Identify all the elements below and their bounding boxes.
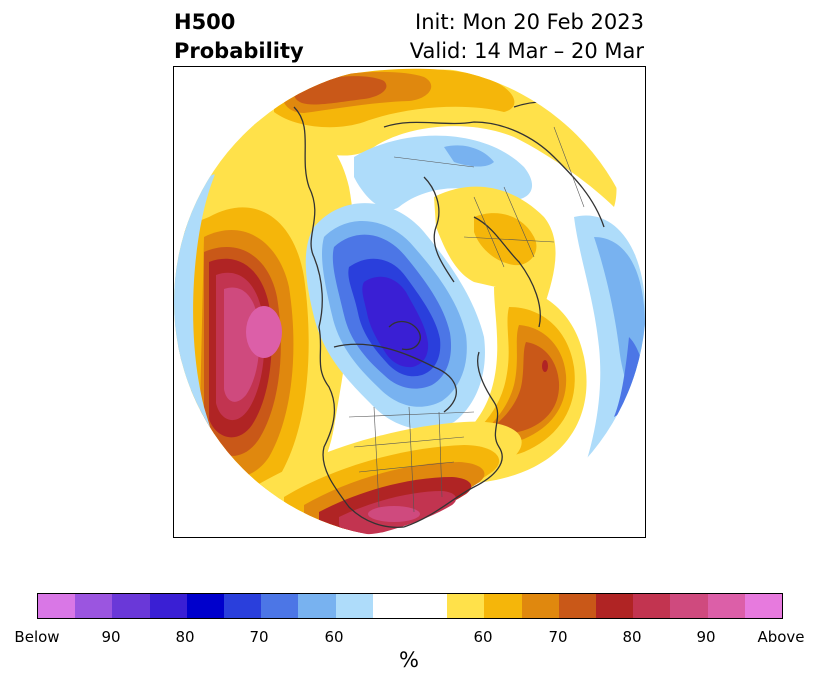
colorbar-segment: [372, 594, 448, 618]
title-variable: H500: [174, 10, 236, 34]
colorbar-segment: [558, 594, 597, 618]
colorbar-segment: [298, 594, 336, 618]
colorbar-segment: [75, 594, 113, 618]
colorbar: [37, 593, 783, 619]
colorbar-segment: [224, 594, 262, 618]
map-panel: [173, 66, 646, 538]
colorbar-tick-label: 90: [101, 628, 121, 646]
colorbar-tick-label: Below: [14, 628, 60, 646]
borders: [348, 126, 585, 513]
probability-map: [174, 67, 645, 537]
colorbar-segment: [521, 594, 559, 618]
init-date: Init: Mon 20 Feb 2023: [415, 10, 644, 34]
colorbar-segment: [484, 594, 522, 618]
colorbar-segment: [596, 594, 634, 618]
colorbar-tick-label: 80: [622, 628, 642, 646]
us-above-anomaly: [254, 421, 522, 535]
colorbar-tick-label: 60: [324, 628, 344, 646]
colorbar-label: %: [399, 648, 419, 672]
coastlines: [293, 101, 620, 528]
colorbar-segment: [38, 594, 76, 618]
colorbar-segment: [112, 594, 150, 618]
colorbar-tick-label: 80: [175, 628, 195, 646]
colorbar-segment: [707, 594, 745, 618]
title-product: Probability: [174, 39, 304, 63]
colorbar-segment: [261, 594, 299, 618]
colorbar-tick-label: 90: [696, 628, 716, 646]
title-left: H500 Probability: [174, 8, 304, 66]
valid-range: Valid: 14 Mar – 20 Mar: [409, 39, 644, 63]
colorbar-segment: [633, 594, 671, 618]
colorbar-segment: [149, 594, 187, 618]
pacific-above-anomaly: [174, 118, 355, 527]
colorbar-tick-label: Above: [757, 628, 805, 646]
colorbar-segment: [186, 594, 225, 618]
title-right: Init: Mon 20 Feb 2023 Valid: 14 Mar – 20…: [410, 8, 644, 66]
colorbar-segment: [670, 594, 708, 618]
atlantic-above-anomaly: [414, 286, 587, 484]
colorbar-tick-label: 60: [473, 628, 493, 646]
map-globe: [174, 67, 645, 537]
colorbar-segment: [335, 594, 373, 618]
colorbar-tick-label: 70: [548, 628, 568, 646]
colorbar-segment: [447, 594, 485, 618]
colorbar-tick-label: 70: [249, 628, 269, 646]
colorbar-segment: [744, 594, 783, 618]
